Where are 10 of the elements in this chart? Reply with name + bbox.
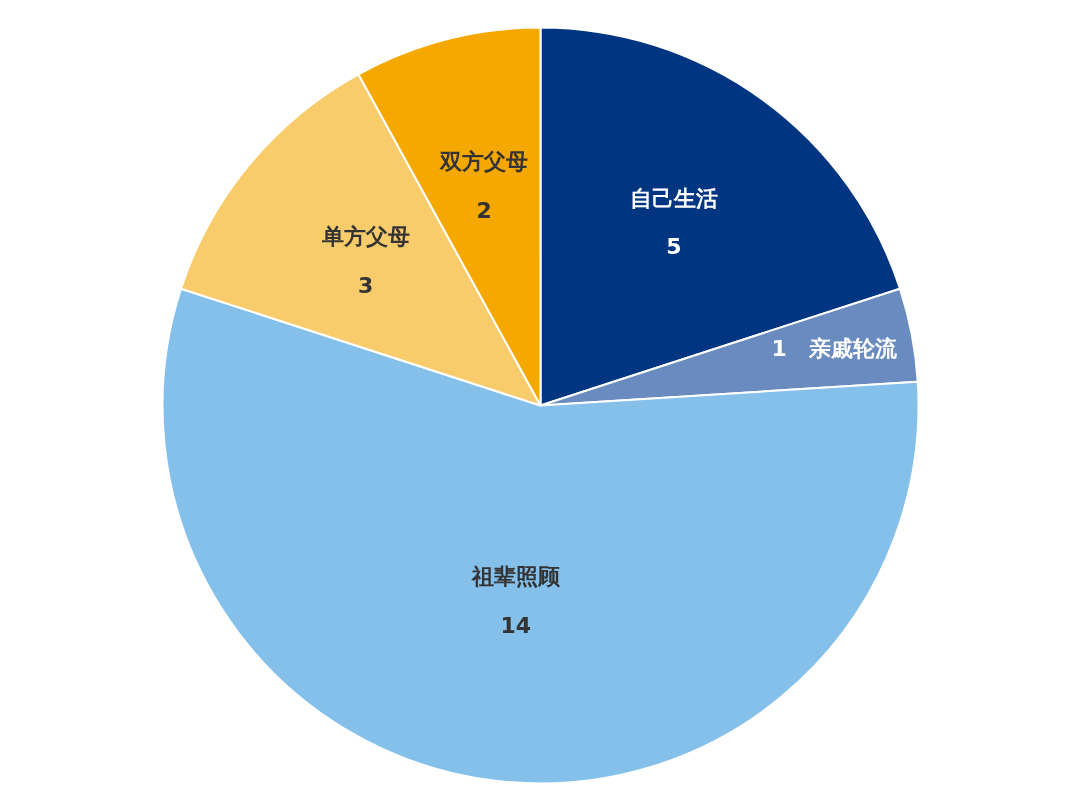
data-label: 5 <box>666 234 682 260</box>
data-label: 14 <box>500 612 532 638</box>
slice-label: 单方父母 <box>320 224 410 250</box>
slice-label: 双方父母 <box>439 149 529 175</box>
data-label: 1 <box>771 336 787 362</box>
data-label: 2 <box>476 197 492 223</box>
slice-label: 祖辈照顾 <box>470 564 561 590</box>
data-label: 3 <box>358 272 374 298</box>
slice-label: 自己生活 <box>629 185 718 211</box>
slice-label: 亲戚轮流 <box>808 335 899 361</box>
